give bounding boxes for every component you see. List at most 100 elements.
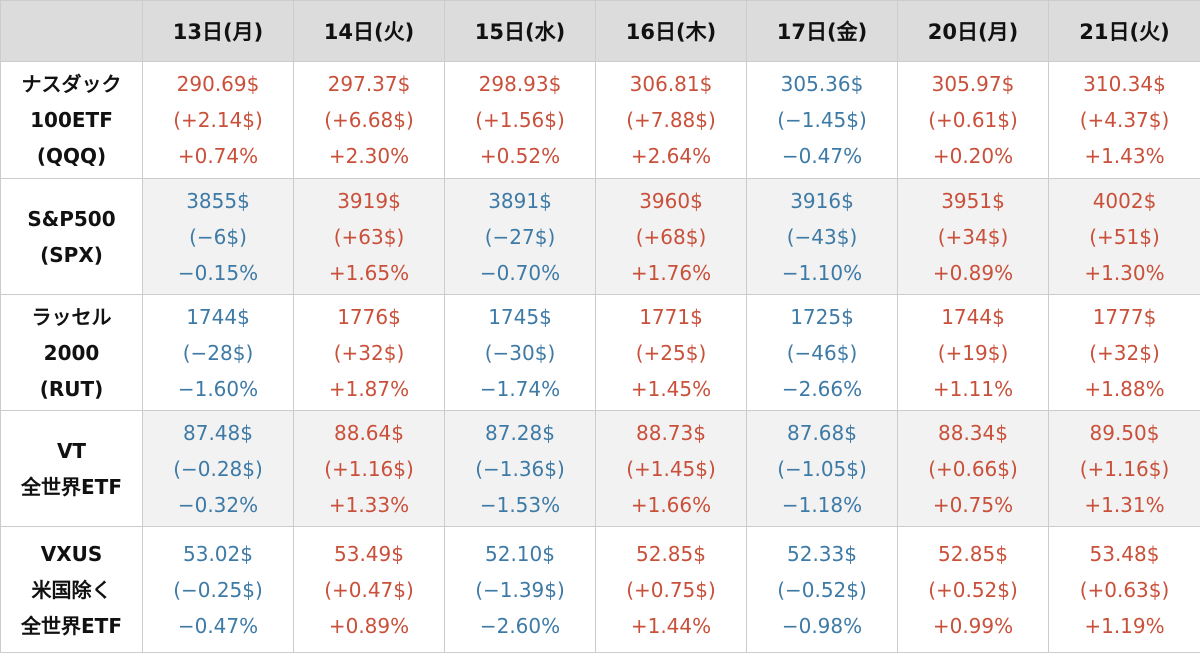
change-value: (+1.16$) xyxy=(1049,451,1200,487)
price-value: 87.28$ xyxy=(445,415,595,451)
percent-change: +1.43% xyxy=(1049,138,1200,174)
price-value: 1744$ xyxy=(898,299,1048,335)
change-value: (+7.88$) xyxy=(596,102,746,138)
price-value: 88.34$ xyxy=(898,415,1048,451)
day-header: 17日(金) xyxy=(747,1,898,62)
change-value: (+1.45$) xyxy=(596,451,746,487)
quote-cell: 290.69$ (+2.14$) +0.74% xyxy=(143,62,294,179)
percent-change: −0.32% xyxy=(143,487,293,523)
percent-change: −2.60% xyxy=(445,608,595,644)
quote-cell: 88.64$ (+1.16$) +1.33% xyxy=(294,411,445,527)
percent-change: +1.87% xyxy=(294,371,444,407)
quote-cell: 1745$ (−30$) −1.74% xyxy=(445,295,596,411)
change-value: (+51$) xyxy=(1049,219,1200,255)
change-value: (+25$) xyxy=(596,335,746,371)
quote-cell: 1771$ (+25$) +1.45% xyxy=(596,295,747,411)
price-value: 298.93$ xyxy=(445,66,595,102)
change-value: (+0.75$) xyxy=(596,572,746,608)
price-value: 52.33$ xyxy=(747,536,897,572)
change-value: (+2.14$) xyxy=(143,102,293,138)
price-value: 3891$ xyxy=(445,183,595,219)
instrument-label: ラッセル 2000 (RUT) xyxy=(1,295,143,411)
price-value: 52.85$ xyxy=(596,536,746,572)
percent-change: +2.30% xyxy=(294,138,444,174)
instrument-label: VT 全世界ETF xyxy=(1,411,143,527)
quote-cell: 310.34$ (+4.37$) +1.43% xyxy=(1049,62,1200,179)
day-header: 15日(水) xyxy=(445,1,596,62)
change-value: (−27$) xyxy=(445,219,595,255)
price-value: 89.50$ xyxy=(1049,415,1200,451)
instrument-label-line: VT xyxy=(1,433,142,469)
quote-cell: 88.34$ (+0.66$) +0.75% xyxy=(898,411,1049,527)
quote-cell: 3916$ (−43$) −1.10% xyxy=(747,179,898,295)
price-value: 3855$ xyxy=(143,183,293,219)
price-value: 3916$ xyxy=(747,183,897,219)
instrument-label-line: 2000 xyxy=(1,335,142,371)
change-value: (+0.52$) xyxy=(898,572,1048,608)
percent-change: +1.65% xyxy=(294,255,444,291)
percent-change: +0.99% xyxy=(898,608,1048,644)
quote-cell: 87.28$ (−1.36$) −1.53% xyxy=(445,411,596,527)
price-value: 52.10$ xyxy=(445,536,595,572)
quote-cell: 88.73$ (+1.45$) +1.66% xyxy=(596,411,747,527)
change-value: (−0.28$) xyxy=(143,451,293,487)
quote-cell: 52.85$ (+0.75$) +1.44% xyxy=(596,527,747,653)
change-value: (−0.25$) xyxy=(143,572,293,608)
percent-change: −2.66% xyxy=(747,371,897,407)
change-value: (−1.45$) xyxy=(747,102,897,138)
quote-cell: 52.85$ (+0.52$) +0.99% xyxy=(898,527,1049,653)
percent-change: −1.10% xyxy=(747,255,897,291)
instrument-label-line: VXUS xyxy=(1,536,142,572)
instrument-label-line: 全世界ETF xyxy=(1,608,142,644)
quote-cell: 4002$ (+51$) +1.30% xyxy=(1049,179,1200,295)
quote-cell: 305.97$ (+0.61$) +0.20% xyxy=(898,62,1049,179)
price-value: 87.48$ xyxy=(143,415,293,451)
percent-change: +1.45% xyxy=(596,371,746,407)
percent-change: +1.66% xyxy=(596,487,746,523)
quote-cell: 3919$ (+63$) +1.65% xyxy=(294,179,445,295)
percent-change: −1.18% xyxy=(747,487,897,523)
price-value: 53.02$ xyxy=(143,536,293,572)
percent-change: +1.76% xyxy=(596,255,746,291)
change-value: (−28$) xyxy=(143,335,293,371)
quote-cell: 1776$ (+32$) +1.87% xyxy=(294,295,445,411)
percent-change: −0.15% xyxy=(143,255,293,291)
price-value: 310.34$ xyxy=(1049,66,1200,102)
day-header: 21日(火) xyxy=(1049,1,1200,62)
percent-change: +0.74% xyxy=(143,138,293,174)
change-value: (−30$) xyxy=(445,335,595,371)
price-value: 53.49$ xyxy=(294,536,444,572)
change-value: (−46$) xyxy=(747,335,897,371)
change-value: (+0.61$) xyxy=(898,102,1048,138)
price-value: 3960$ xyxy=(596,183,746,219)
instrument-label-line: (SPX) xyxy=(1,237,142,273)
header-row: 13日(月) 14日(火) 15日(水) 16日(木) 17日(金) 20日(月… xyxy=(1,1,1200,62)
price-value: 88.73$ xyxy=(596,415,746,451)
table-row: VXUS 米国除く 全世界ETF 53.02$ (−0.25$) −0.47% 53.49$… xyxy=(1,527,1200,653)
percent-change: +1.44% xyxy=(596,608,746,644)
change-value: (+0.66$) xyxy=(898,451,1048,487)
price-value: 1725$ xyxy=(747,299,897,335)
change-value: (+0.47$) xyxy=(294,572,444,608)
quote-cell: 1725$ (−46$) −2.66% xyxy=(747,295,898,411)
day-header: 16日(木) xyxy=(596,1,747,62)
change-value: (−43$) xyxy=(747,219,897,255)
quote-cell: 1744$ (−28$) −1.60% xyxy=(143,295,294,411)
percent-change: +1.31% xyxy=(1049,487,1200,523)
price-value: 297.37$ xyxy=(294,66,444,102)
day-header: 14日(火) xyxy=(294,1,445,62)
price-value: 1776$ xyxy=(294,299,444,335)
change-value: (+1.16$) xyxy=(294,451,444,487)
price-value: 305.36$ xyxy=(747,66,897,102)
change-value: (+0.63$) xyxy=(1049,572,1200,608)
quote-cell: 305.36$ (−1.45$) −0.47% xyxy=(747,62,898,179)
quote-cell: 297.37$ (+6.68$) +2.30% xyxy=(294,62,445,179)
percent-change: +1.30% xyxy=(1049,255,1200,291)
price-value: 290.69$ xyxy=(143,66,293,102)
percent-change: −0.70% xyxy=(445,255,595,291)
quote-cell: 53.48$ (+0.63$) +1.19% xyxy=(1049,527,1200,653)
change-value: (+32$) xyxy=(1049,335,1200,371)
change-value: (+63$) xyxy=(294,219,444,255)
percent-change: −1.74% xyxy=(445,371,595,407)
